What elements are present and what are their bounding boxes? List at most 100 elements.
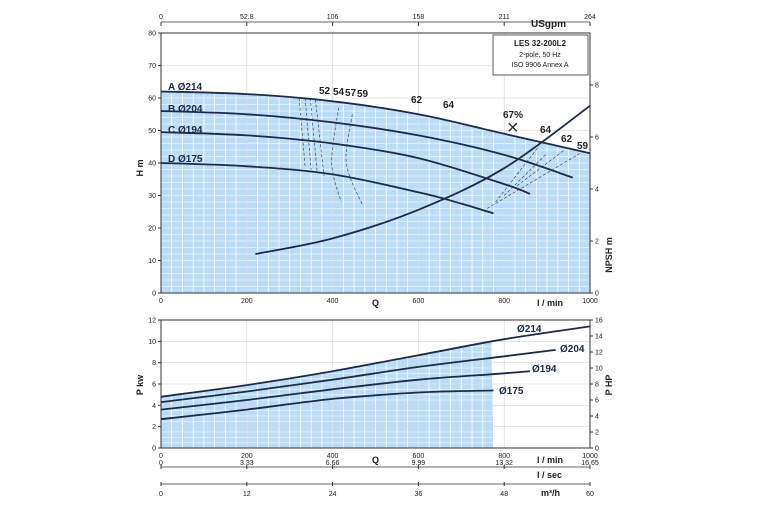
power-y-tick: 6 (152, 382, 156, 389)
php-axis-title: P HP (604, 375, 614, 396)
power-y-tick: 10 (148, 339, 156, 346)
usgpm-tick: 106 (327, 14, 339, 21)
head-y-tick: 0 (152, 291, 156, 298)
eff-label-67: 67% (503, 110, 523, 121)
head-y-tick: 20 (148, 226, 156, 233)
lsec-tick: 3.33 (240, 460, 254, 467)
head-y-tick: 80 (148, 31, 156, 38)
head-x-tick: 1000 (582, 298, 598, 305)
efficiency-contour (304, 97, 312, 170)
power-y-tick: 0 (152, 446, 156, 453)
usgpm-tick: 211 (499, 14, 510, 21)
m3h-tick: 48 (500, 491, 508, 498)
power-y-tick: 2 (152, 424, 156, 431)
head-y-axis-title: H m (135, 159, 145, 176)
head-curve-3 (160, 162, 494, 215)
power-curve-1 (160, 349, 556, 403)
usgpm-tick: 0 (159, 14, 163, 21)
power-x-tick: 1000 (582, 453, 598, 460)
power-curves (160, 325, 591, 421)
power-x-tick: 200 (241, 453, 253, 460)
head-y-tick: 10 (148, 258, 156, 265)
pump-info-box: LES 32-200L2 2-pole, 50 Hz ISO 9906 Anne… (492, 34, 589, 76)
lsec-axis-title: l / sec (537, 470, 562, 480)
power-label-175: Ø175 (499, 386, 524, 397)
pump-standard-info: ISO 9906 Annex A (511, 62, 569, 69)
eff-label-54: 54 (333, 87, 345, 98)
pump-model: LES 32-200L2 (514, 39, 567, 48)
php-tick: 4 (595, 414, 599, 421)
eff-label-64-left: 64 (443, 100, 455, 111)
eff-label-57: 57 (345, 88, 357, 99)
php-tick: 6 (595, 398, 599, 405)
head-curve-0 (160, 90, 591, 155)
php-tick: 14 (595, 334, 603, 341)
power-q-label: Q (372, 455, 379, 465)
power-y-tick: 4 (152, 403, 156, 410)
npsh-axis-title: NPSH m (604, 237, 614, 273)
power-curve-3 (160, 389, 494, 421)
power-x-tick: 0 (159, 453, 163, 460)
head-x-tick: 0 (159, 298, 163, 305)
head-y-tick: 60 (148, 96, 156, 103)
efficiency-contour (516, 149, 565, 187)
php-tick: 2 (595, 430, 599, 437)
head-y-tick: 40 (148, 161, 156, 168)
usgpm-axis-title: USgpm (531, 19, 566, 30)
usgpm-tick: 52.8 (240, 14, 254, 21)
efficiency-contour (503, 153, 548, 196)
power-y-axis-title: P kw (135, 374, 145, 395)
pump-speed-info: 2-pole, 50 Hz (519, 52, 561, 59)
m3h-tick: 36 (415, 491, 423, 498)
efficiency-contour (495, 146, 539, 203)
php-tick: 16 (595, 318, 603, 325)
power-x-unit: l / min (537, 455, 563, 465)
power-label-214: Ø214 (517, 324, 542, 335)
npsh-tick: 4 (595, 187, 599, 194)
eff-label-52: 52 (319, 86, 331, 97)
efficiency-contour (486, 149, 586, 209)
php-tick: 12 (595, 350, 603, 357)
php-tick: 0 (595, 446, 599, 453)
curve-label-c: C Ø194 (168, 125, 203, 136)
npsh-tick: 0 (595, 291, 599, 298)
eff-label-59-right: 59 (577, 141, 589, 152)
head-x-tick: 800 (498, 298, 510, 305)
head-curves (160, 90, 591, 255)
head-y-tick: 50 (148, 128, 156, 135)
eff-label-62-left: 62 (411, 95, 423, 106)
power-curve-2 (160, 370, 530, 411)
power-curve-0 (160, 325, 591, 398)
head-x-unit: l / min (537, 298, 563, 308)
power-x-tick: 800 (498, 453, 510, 460)
php-tick: 8 (595, 382, 599, 389)
head-y-tick: 30 (148, 193, 156, 200)
lsec-tick: 13.32 (495, 460, 513, 467)
power-y-tick: 12 (148, 318, 156, 325)
lsec-tick: 0 (159, 460, 163, 467)
head-x-tick: 200 (241, 298, 253, 305)
usgpm-tick: 264 (584, 14, 596, 21)
eff-label-59: 59 (357, 89, 369, 100)
efficiency-contour (315, 99, 325, 177)
power-y-tick: 8 (152, 360, 156, 367)
eff-label-62-right: 62 (561, 134, 573, 145)
power-label-194: Ø194 (532, 364, 557, 375)
npsh-tick: 8 (595, 83, 599, 90)
m3h-tick: 60 (586, 491, 594, 498)
npsh-tick: 6 (595, 135, 599, 142)
curve-label-b: B Ø204 (168, 104, 203, 115)
m3h-tick: 12 (243, 491, 251, 498)
efficiency-contour (331, 107, 342, 203)
power-label-204: Ø204 (560, 344, 585, 355)
m3h-tick: 24 (329, 491, 337, 498)
power-x-tick: 400 (327, 453, 339, 460)
power-x-tick: 600 (413, 453, 425, 460)
npsh-tick: 2 (595, 239, 599, 246)
head-curve-2 (160, 131, 531, 195)
